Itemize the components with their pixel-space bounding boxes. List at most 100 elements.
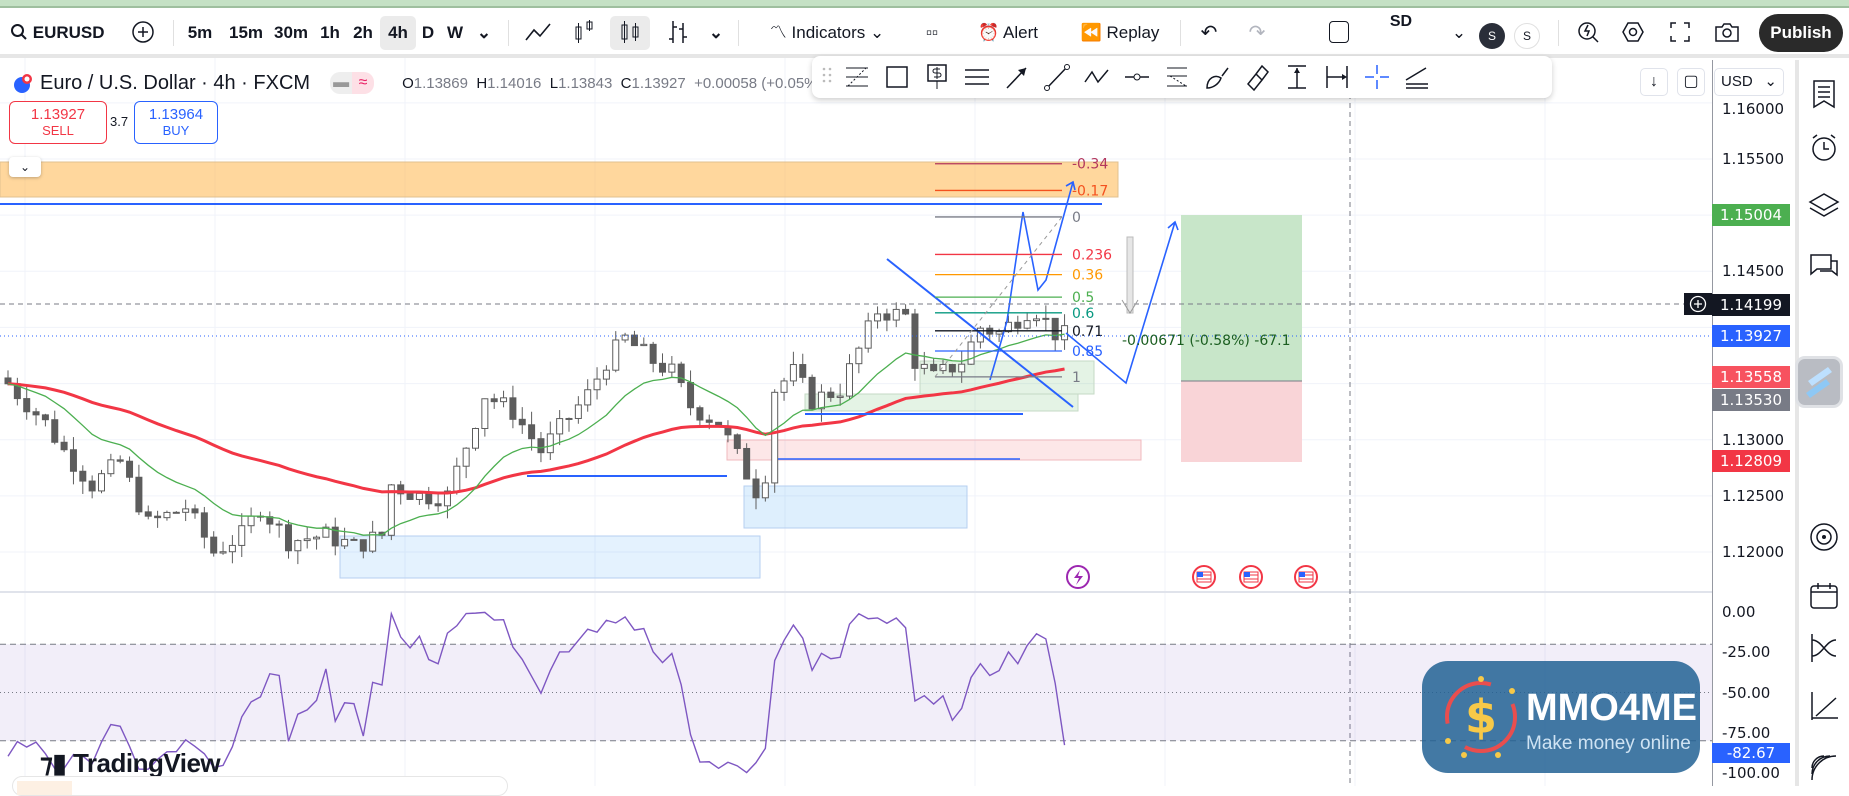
chart-type-dropdown[interactable]: ⌄ bbox=[708, 23, 724, 42]
oscillator-value-label: -82.67 bbox=[1712, 743, 1790, 763]
chart-canvas[interactable]: -0.34 -0.17 0 0.236 0.36 0.50.6 0.71 0.85 1 -0.00… bbox=[0, 58, 1712, 786]
interval-15m[interactable]: 15m bbox=[228, 23, 264, 42]
candle bbox=[528, 411, 536, 451]
tool-fib-retracement[interactable] bbox=[842, 62, 872, 92]
candles-button[interactable] bbox=[610, 16, 650, 50]
replay-button[interactable]: ⏪ Replay bbox=[1070, 16, 1170, 50]
candle bbox=[537, 431, 545, 463]
tool-parallel-channel[interactable] bbox=[962, 62, 992, 92]
bars-button[interactable] bbox=[660, 16, 696, 50]
sidebar-alarm-clock-button[interactable] bbox=[1808, 132, 1840, 164]
candle-body bbox=[481, 398, 489, 430]
user-avatar-light[interactable]: S bbox=[1514, 23, 1540, 49]
tool-horizontal-ray[interactable] bbox=[1122, 62, 1152, 92]
price-label-icon bbox=[927, 64, 947, 89]
candle-body bbox=[1061, 325, 1069, 341]
candle bbox=[1042, 305, 1050, 331]
candle-body bbox=[743, 447, 751, 480]
candle-body bbox=[995, 331, 1003, 335]
candle-body bbox=[200, 512, 208, 538]
sidebar-pine-editor-button[interactable] bbox=[1808, 690, 1840, 722]
collapse-legend-button[interactable]: ⌄ bbox=[9, 157, 41, 177]
tool-highlighter[interactable] bbox=[1242, 62, 1272, 92]
status-pills[interactable]: ▬ ≈ bbox=[330, 72, 375, 94]
hollow-candles-icon bbox=[575, 20, 593, 43]
interval-4h[interactable]: 4h bbox=[380, 16, 416, 50]
publish-button[interactable]: Publish bbox=[1759, 14, 1843, 52]
interval-30m[interactable]: 30m bbox=[273, 23, 309, 42]
candle-body bbox=[705, 419, 713, 423]
tool-price-label[interactable] bbox=[922, 62, 952, 92]
chevron-down-icon: ⌄ bbox=[19, 160, 31, 174]
auto-fit-button[interactable]: ▢ bbox=[1677, 68, 1705, 96]
add-alert-button[interactable] bbox=[1684, 293, 1712, 315]
settings-button[interactable] bbox=[1618, 16, 1648, 50]
snapshot-button[interactable] bbox=[1712, 16, 1742, 50]
sell-button[interactable]: 1.13927 SELL bbox=[9, 101, 107, 144]
layout-button[interactable] bbox=[1327, 16, 1351, 50]
candle bbox=[930, 358, 938, 372]
tool-fib-extension[interactable] bbox=[1162, 62, 1192, 92]
sidebar-chat-button[interactable] bbox=[1808, 250, 1840, 282]
symbol-search-button[interactable]: EURUSD bbox=[10, 16, 105, 50]
tool-brush[interactable] bbox=[1202, 62, 1232, 92]
candle-body bbox=[154, 515, 162, 519]
alert-button[interactable]: ⏰ Alert bbox=[960, 16, 1056, 50]
user-avatar-dark[interactable]: S bbox=[1479, 23, 1505, 49]
quick-search-button[interactable] bbox=[1574, 16, 1604, 50]
candle bbox=[303, 527, 311, 549]
candle bbox=[116, 455, 124, 464]
candle bbox=[780, 377, 788, 401]
sidebar-watchlist-button[interactable] bbox=[1808, 78, 1840, 110]
tool-path[interactable] bbox=[1082, 62, 1112, 92]
candle-body bbox=[509, 397, 517, 420]
tool-date-range[interactable] bbox=[1322, 62, 1352, 92]
scroll-to-latest-button[interactable]: ↓ bbox=[1640, 68, 1668, 96]
layout-name[interactable]: SD bbox=[1389, 13, 1413, 30]
layout-dropdown[interactable]: ⌄ bbox=[1451, 23, 1467, 42]
interval-5m[interactable]: 5m bbox=[187, 23, 213, 42]
interval-2h[interactable]: 2h bbox=[353, 23, 373, 42]
currency-dropdown[interactable]: USD ⌄ bbox=[1714, 68, 1784, 96]
line-chart-button[interactable] bbox=[520, 16, 556, 50]
tool-regression-trend[interactable] bbox=[1402, 62, 1432, 92]
tool-arrow[interactable] bbox=[1002, 62, 1032, 92]
candle bbox=[659, 353, 666, 377]
indicators-button[interactable]: 〽 Indicators ⌄ bbox=[769, 23, 885, 42]
candle-body bbox=[911, 313, 919, 369]
interval-dropdown[interactable]: ⌄ bbox=[476, 23, 492, 42]
tool-price-range[interactable] bbox=[1282, 62, 1312, 92]
tool-trend-line[interactable] bbox=[1042, 62, 1072, 92]
interval-D[interactable]: D bbox=[421, 23, 435, 42]
candle-body bbox=[677, 363, 685, 384]
sidebar-target-button[interactable] bbox=[1808, 521, 1840, 553]
sidebar-options-curve-button[interactable] bbox=[1808, 632, 1840, 664]
fullscreen-button[interactable] bbox=[1665, 16, 1695, 50]
interval-W[interactable]: W bbox=[446, 23, 464, 42]
drag-handle[interactable] bbox=[822, 66, 832, 89]
candle-body bbox=[799, 364, 807, 378]
candle-body bbox=[434, 503, 442, 507]
templates-button[interactable]: ▫▫ bbox=[918, 16, 946, 50]
undo-button[interactable]: ↶ bbox=[1196, 16, 1222, 50]
redo-button[interactable]: ↷ bbox=[1244, 16, 1270, 50]
candle-body bbox=[892, 308, 900, 321]
buy-button[interactable]: 1.13964 BUY bbox=[134, 101, 218, 144]
sidebar-layers-button[interactable] bbox=[1808, 190, 1840, 222]
floating-app-button[interactable] bbox=[1795, 356, 1843, 408]
tool-crosshair[interactable] bbox=[1362, 62, 1392, 92]
price-axis[interactable] bbox=[1712, 60, 1792, 786]
candle bbox=[238, 513, 246, 558]
sidebar-calendar-button[interactable] bbox=[1808, 580, 1840, 612]
bar-chart-button[interactable] bbox=[566, 16, 602, 50]
candle-body bbox=[948, 364, 956, 373]
candle-body bbox=[687, 382, 695, 409]
candle bbox=[51, 410, 59, 445]
tool-rectangle[interactable] bbox=[882, 62, 912, 92]
interval-1h[interactable]: 1h bbox=[320, 23, 340, 42]
candle-body bbox=[135, 476, 143, 513]
compare-button[interactable] bbox=[128, 16, 158, 50]
sidebar-signal-button[interactable] bbox=[1808, 752, 1840, 784]
buy-label: BUY bbox=[162, 123, 190, 138]
delayed-data-icon: ≈ bbox=[352, 72, 375, 94]
